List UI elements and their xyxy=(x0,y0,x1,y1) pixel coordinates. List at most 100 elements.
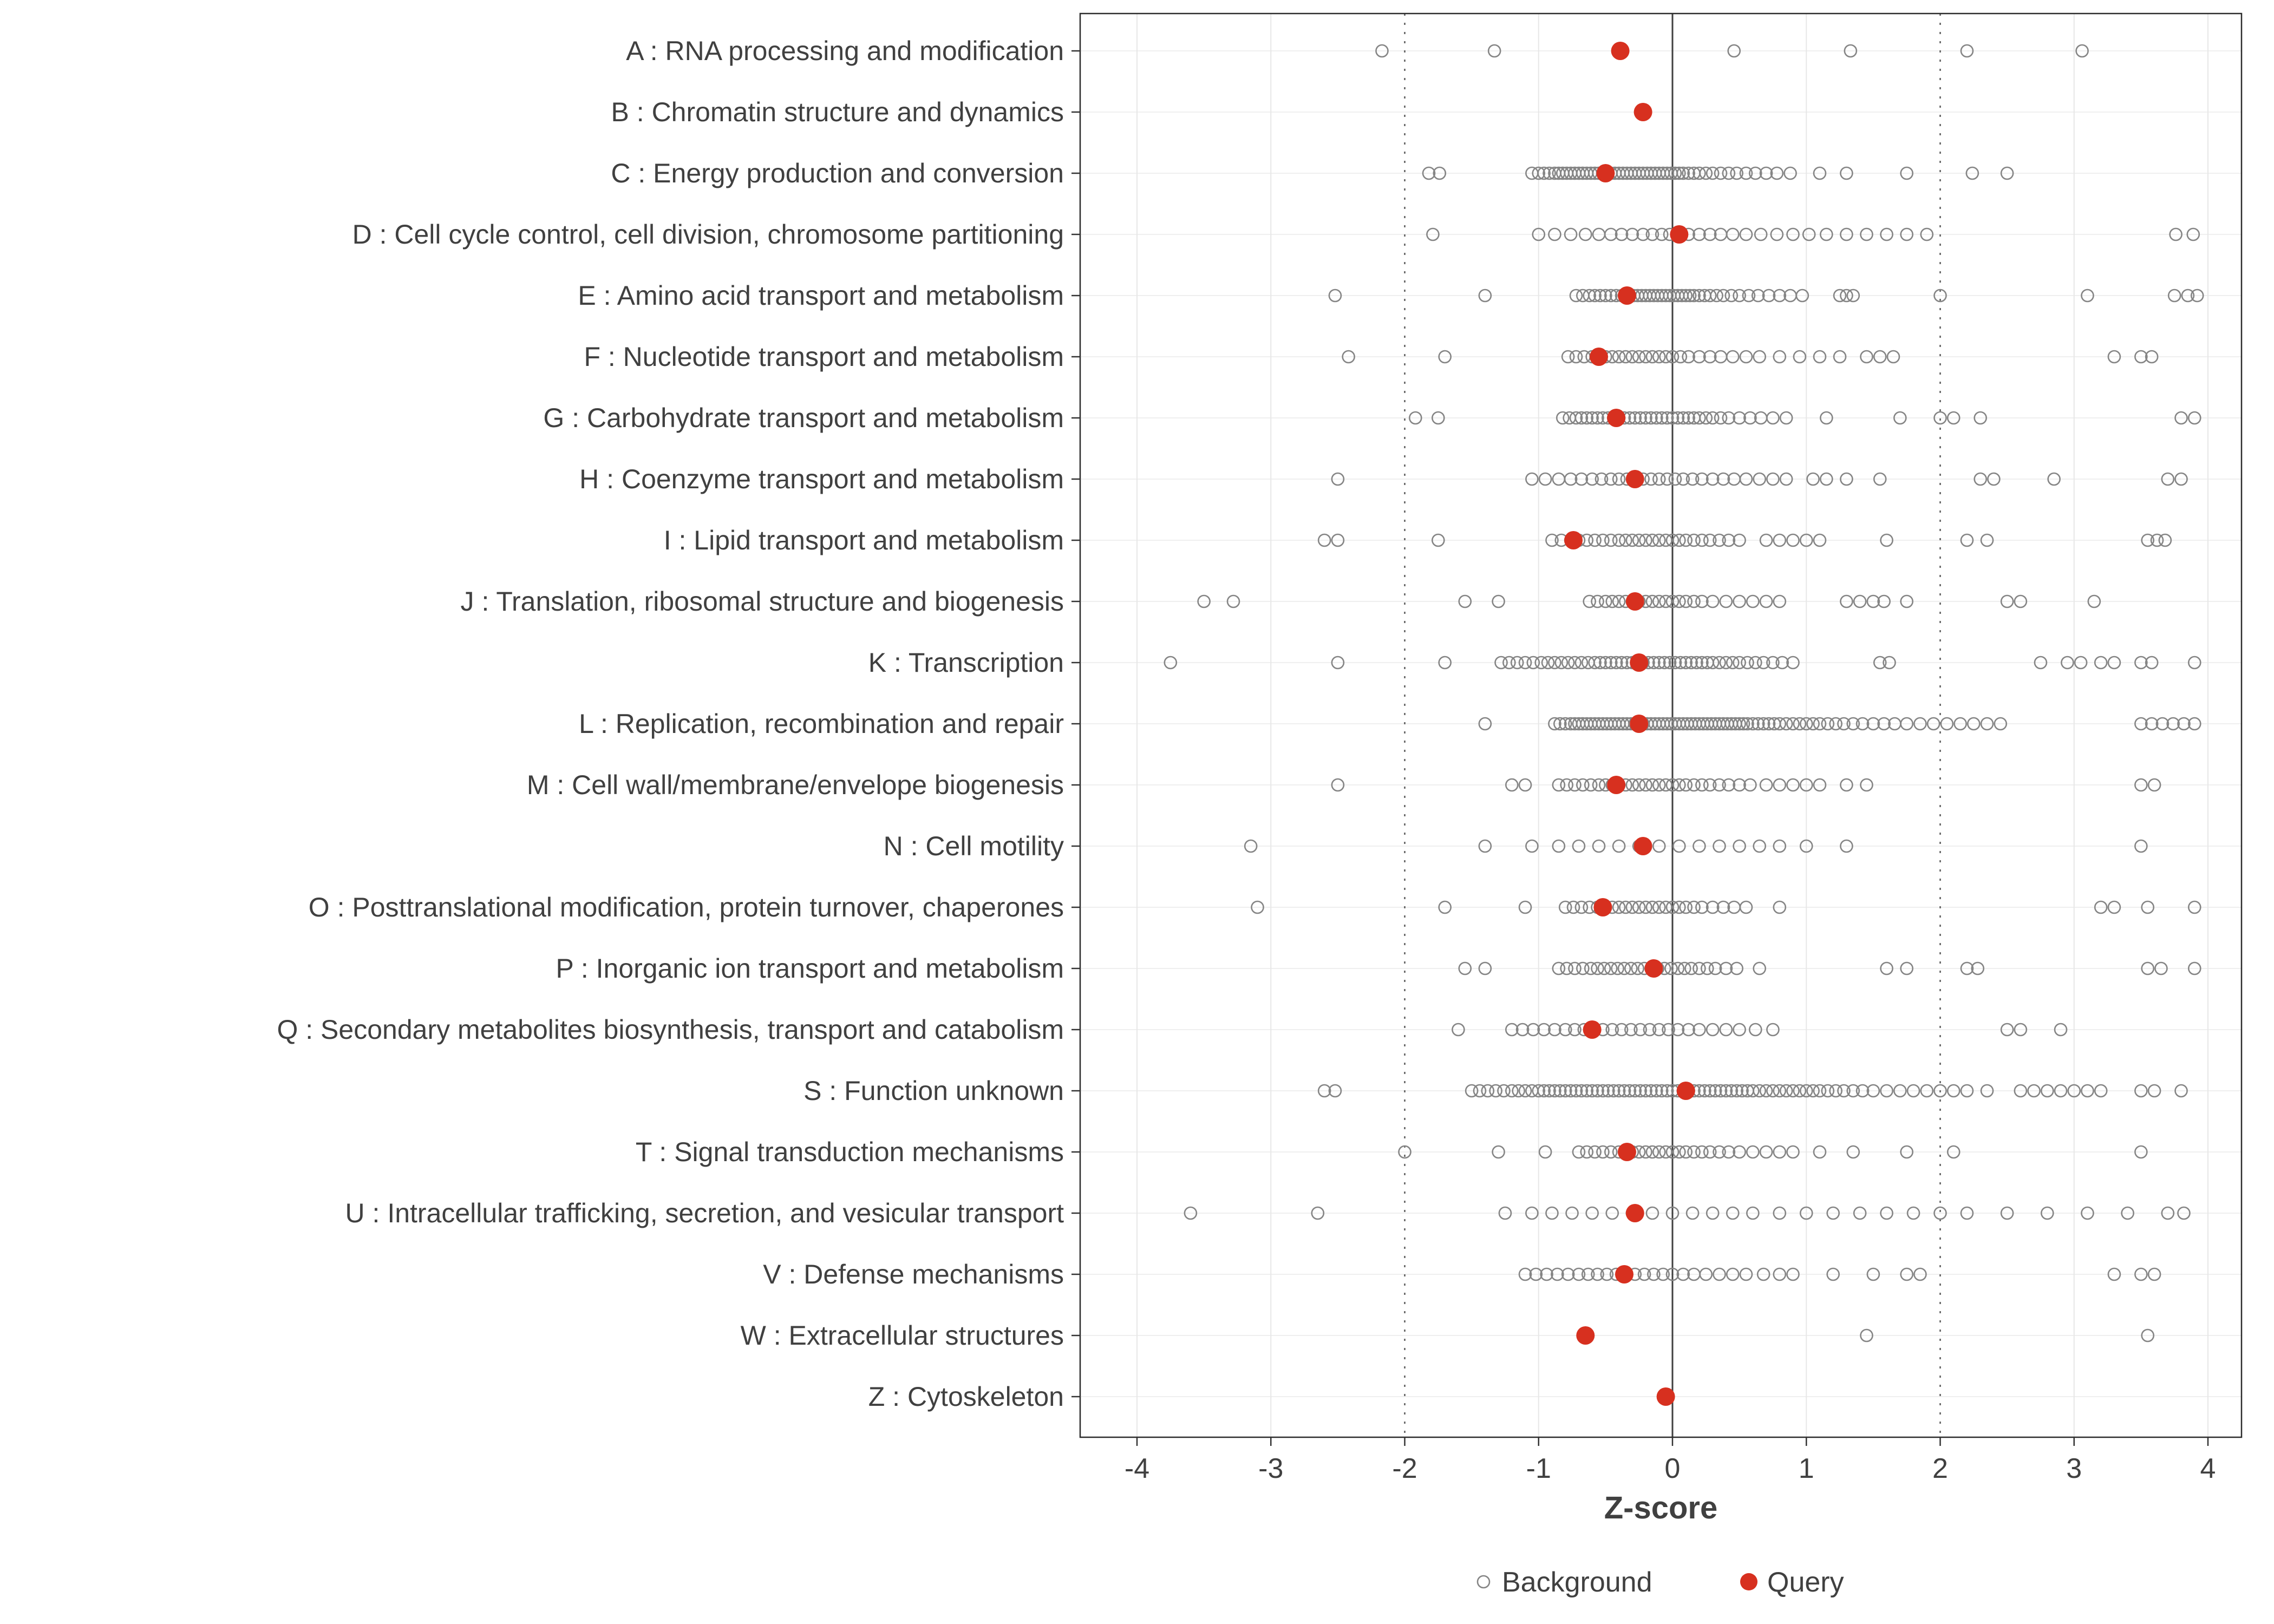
background-point xyxy=(2041,1206,2054,1220)
background-point xyxy=(1639,350,1652,364)
x-tick-label: -4 xyxy=(1125,1453,1149,1484)
background-point xyxy=(1529,1267,1543,1281)
background-point xyxy=(1773,778,1787,792)
background-point xyxy=(1773,839,1787,853)
background-point xyxy=(1840,166,1853,180)
background-point xyxy=(1753,472,1767,486)
background-point xyxy=(1739,900,1753,914)
background-point xyxy=(1637,1267,1651,1281)
background-point xyxy=(1708,961,1722,975)
background-point xyxy=(1826,1267,1840,1281)
background-point xyxy=(1568,961,1582,975)
background-point xyxy=(1676,411,1690,425)
background-point xyxy=(1591,1267,1604,1281)
background-point xyxy=(1754,227,1768,241)
background-point xyxy=(1438,656,1452,670)
background-point xyxy=(1612,350,1626,364)
background-point xyxy=(1685,1206,1700,1220)
background-point xyxy=(1244,839,1258,853)
background-point xyxy=(2147,1084,2161,1098)
background-point xyxy=(1560,778,1573,792)
background-point xyxy=(1806,472,1820,486)
background-point xyxy=(1560,961,1573,975)
background-point xyxy=(1840,289,1853,303)
background-point xyxy=(1588,289,1602,303)
background-point xyxy=(1602,1084,1615,1098)
background-point xyxy=(1617,1084,1631,1098)
background-point xyxy=(1492,594,1505,608)
background-point xyxy=(1498,1206,1512,1220)
category-label: G : Carbohydrate transport and metabolis… xyxy=(543,403,1064,433)
background-point xyxy=(1569,289,1583,303)
background-point xyxy=(1672,533,1686,547)
background-point xyxy=(1860,227,1873,241)
background-point xyxy=(1591,1084,1604,1098)
background-point xyxy=(1806,1084,1820,1098)
background-point xyxy=(1596,533,1610,547)
background-point xyxy=(1583,289,1597,303)
background-point xyxy=(2014,1084,2028,1098)
background-point xyxy=(1773,533,1787,547)
background-point xyxy=(1505,778,1519,792)
background-point xyxy=(1693,166,1706,180)
background-point xyxy=(1639,900,1652,914)
background-point xyxy=(1826,1206,1840,1220)
background-point xyxy=(1652,472,1666,486)
background-point xyxy=(1672,778,1686,792)
background-point xyxy=(1714,411,1728,425)
background-point xyxy=(1674,350,1688,364)
background-point xyxy=(1665,411,1680,425)
background-point xyxy=(2047,472,2061,486)
background-point xyxy=(1633,411,1647,425)
background-point xyxy=(2134,656,2148,670)
background-point xyxy=(2166,717,2180,731)
background-point xyxy=(2054,1084,2068,1098)
background-point xyxy=(1860,350,1873,364)
background-point xyxy=(1665,1145,1680,1159)
background-point xyxy=(1657,656,1671,670)
background-point xyxy=(1783,166,1797,180)
background-point xyxy=(1643,1023,1657,1037)
background-point xyxy=(1566,900,1580,914)
background-point xyxy=(1605,594,1619,608)
background-point xyxy=(2134,839,2148,853)
background-point xyxy=(2041,1084,2054,1098)
background-point xyxy=(1682,1023,1695,1037)
background-point xyxy=(1197,594,1211,608)
background-point xyxy=(1611,961,1624,975)
x-axis-title: Z-score xyxy=(1604,1490,1718,1525)
background-point xyxy=(1703,227,1717,241)
background-point xyxy=(1671,1023,1685,1037)
background-point xyxy=(1795,289,1809,303)
background-point xyxy=(1748,166,1762,180)
background-point xyxy=(1645,533,1659,547)
background-point xyxy=(1615,1023,1629,1037)
background-point xyxy=(1532,166,1546,180)
background-point xyxy=(1672,839,1686,853)
background-point xyxy=(1773,594,1787,608)
category-label: M : Cell wall/membrane/envelope biogenes… xyxy=(527,770,1064,800)
background-point xyxy=(1753,839,1767,853)
background-point xyxy=(1593,289,1607,303)
background-point xyxy=(1880,961,1893,975)
background-point xyxy=(1766,656,1780,670)
background-point xyxy=(1900,594,1913,608)
background-point xyxy=(1494,656,1508,670)
background-point xyxy=(1625,350,1639,364)
background-point xyxy=(1799,839,1813,853)
background-point xyxy=(1552,778,1566,792)
background-point xyxy=(1593,656,1607,670)
background-point xyxy=(1553,1084,1567,1098)
background-point xyxy=(1886,350,1900,364)
background-point xyxy=(1773,289,1787,303)
background-point xyxy=(1659,778,1672,792)
background-point xyxy=(1813,350,1827,364)
background-point xyxy=(1659,1145,1672,1159)
background-point xyxy=(1840,227,1853,241)
background-point xyxy=(1698,1084,1711,1098)
background-point xyxy=(1920,227,1934,241)
background-point xyxy=(1730,961,1743,975)
background-point xyxy=(1639,533,1652,547)
background-point xyxy=(2145,656,2159,670)
background-point xyxy=(1960,1084,1974,1098)
